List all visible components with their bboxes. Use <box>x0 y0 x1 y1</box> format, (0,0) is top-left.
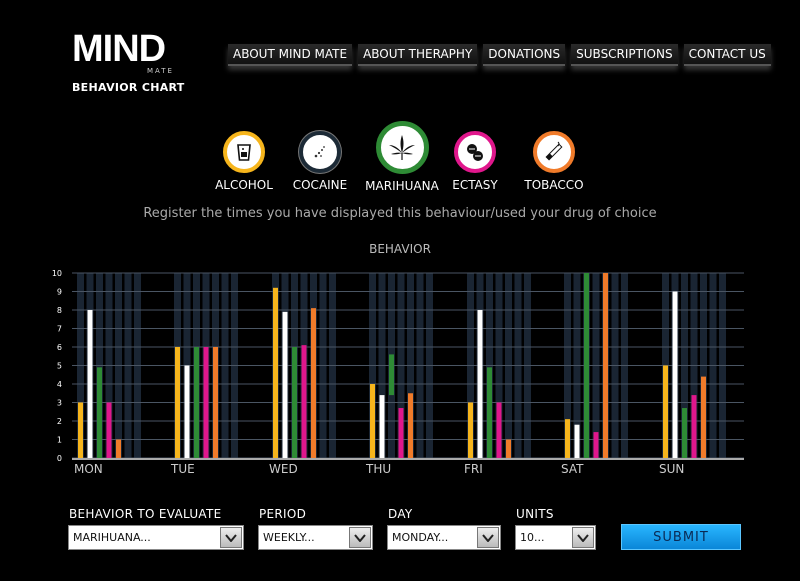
y-tick-label: 9 <box>57 288 62 297</box>
bar[interactable] <box>273 287 278 458</box>
bar[interactable] <box>370 384 375 458</box>
x-tick-label: THU <box>365 462 391 476</box>
drug-ectasy[interactable]: ECTASY <box>440 131 510 192</box>
nav-contact-us[interactable]: CONTACT US <box>683 44 771 66</box>
y-tick-label: 0 <box>57 454 62 463</box>
units-select-value: 10... <box>520 531 545 544</box>
nav-about-therapy[interactable]: ABOUT THERAPHY <box>358 44 478 66</box>
drug-cocaine[interactable]: COCAINE <box>285 131 355 192</box>
units-select[interactable]: 10... <box>515 525 596 550</box>
bar[interactable] <box>487 367 492 458</box>
leaf-icon <box>375 121 429 174</box>
chevron-down-icon[interactable] <box>572 527 594 548</box>
bar[interactable] <box>496 402 502 459</box>
instruction-text: Register the times you have displayed th… <box>143 206 657 221</box>
bar[interactable] <box>311 308 316 458</box>
x-tick-label: SAT <box>561 462 584 476</box>
bar[interactable] <box>593 432 599 458</box>
cigarette-icon <box>533 131 575 173</box>
behavior-select-value: MARIHUANA... <box>73 531 151 544</box>
y-tick-label: 3 <box>57 399 62 408</box>
drug-tobacco[interactable]: TOBACCO <box>514 131 594 192</box>
behavior-select[interactable]: MARIHUANA... <box>68 525 244 550</box>
day-label: DAY <box>388 507 413 521</box>
bar[interactable] <box>603 273 608 458</box>
units-label: UNITS <box>516 507 554 521</box>
main-nav: ABOUT MIND MATE ABOUT THERAPHY DONATIONS… <box>228 44 771 66</box>
drug-label-tobacco: TOBACCO <box>524 178 584 192</box>
x-tick-label: FRI <box>464 462 483 476</box>
day-select[interactable]: MONDAY... <box>387 525 501 550</box>
bar[interactable] <box>175 347 180 458</box>
bar[interactable] <box>506 439 511 459</box>
page-title: BEHAVIOR CHART <box>72 81 185 94</box>
bar[interactable] <box>389 354 394 396</box>
bar[interactable] <box>468 402 473 459</box>
bar[interactable] <box>691 395 697 458</box>
x-tick-label: SUN <box>659 462 684 476</box>
y-tick-label: 6 <box>57 343 62 352</box>
drug-label-marihuana: MARIHUANA <box>365 179 439 193</box>
glass-icon <box>223 131 265 173</box>
y-tick-label: 7 <box>57 325 62 334</box>
chevron-down-icon[interactable] <box>220 527 242 548</box>
bar[interactable] <box>203 347 209 458</box>
bar[interactable] <box>408 393 413 458</box>
logo-word: MIND <box>72 28 166 70</box>
y-tick-label: 4 <box>57 380 62 389</box>
bar[interactable] <box>282 311 288 458</box>
bar[interactable] <box>672 291 678 459</box>
drug-label-alcohol: ALCOHOL <box>215 178 273 192</box>
submit-button[interactable]: SUBMIT <box>621 524 741 550</box>
y-tick-label: 1 <box>57 436 62 445</box>
y-tick-label: 8 <box>57 306 62 315</box>
bar[interactable] <box>194 347 199 458</box>
period-label: PERIOD <box>259 507 307 521</box>
bar[interactable] <box>565 419 570 458</box>
powder-icon <box>299 131 341 173</box>
nav-subscriptions[interactable]: SUBSCRIPTIONS <box>571 44 678 66</box>
bar[interactable] <box>97 367 102 458</box>
nav-about-mind-mate[interactable]: ABOUT MIND MATE <box>228 44 353 66</box>
bar[interactable] <box>701 376 706 458</box>
bar[interactable] <box>584 273 589 458</box>
y-tick-label: 10 <box>52 269 62 278</box>
bar[interactable] <box>184 365 190 459</box>
y-tick-label: 2 <box>57 417 62 426</box>
bar[interactable] <box>301 345 307 458</box>
drug-label-ectasy: ECTASY <box>452 178 498 192</box>
y-tick-label: 5 <box>57 362 62 371</box>
x-tick-label: MON <box>74 462 103 476</box>
bar[interactable] <box>398 408 404 458</box>
bar[interactable] <box>379 395 385 458</box>
pills-icon <box>454 131 496 173</box>
drug-marihuana[interactable]: MARIHUANA <box>362 121 442 193</box>
chevron-down-icon[interactable] <box>349 527 371 548</box>
behavior-label: BEHAVIOR TO EVALUATE <box>69 507 222 521</box>
bar[interactable] <box>292 347 297 458</box>
bar[interactable] <box>116 439 121 459</box>
bar[interactable] <box>663 365 668 459</box>
bar[interactable] <box>78 402 83 459</box>
bar[interactable] <box>213 347 218 458</box>
chart-title: BEHAVIOR <box>369 242 431 256</box>
bar[interactable] <box>106 402 112 459</box>
logo: MIND MATE <box>72 28 176 75</box>
bar[interactable] <box>682 408 687 458</box>
x-tick-label: WED <box>269 462 298 476</box>
bar[interactable] <box>574 424 580 458</box>
drug-alcohol[interactable]: ALCOHOL <box>209 131 279 192</box>
bar[interactable] <box>87 310 93 458</box>
bar[interactable] <box>477 310 483 458</box>
behavior-chart: 0 1 2 3 4 5 6 7 8 9 10 MON TUE WED THU FRI SAT SUN <box>52 269 744 476</box>
period-select-value: WEEKLY... <box>263 531 315 544</box>
day-select-value: MONDAY... <box>392 531 449 544</box>
logo-sub: MATE <box>147 67 174 75</box>
x-tick-label: TUE <box>170 462 195 476</box>
drug-label-cocaine: COCAINE <box>292 178 348 192</box>
chevron-down-icon[interactable] <box>477 527 499 548</box>
period-select[interactable]: WEEKLY... <box>258 525 373 550</box>
nav-donations[interactable]: DONATIONS <box>483 44 566 66</box>
